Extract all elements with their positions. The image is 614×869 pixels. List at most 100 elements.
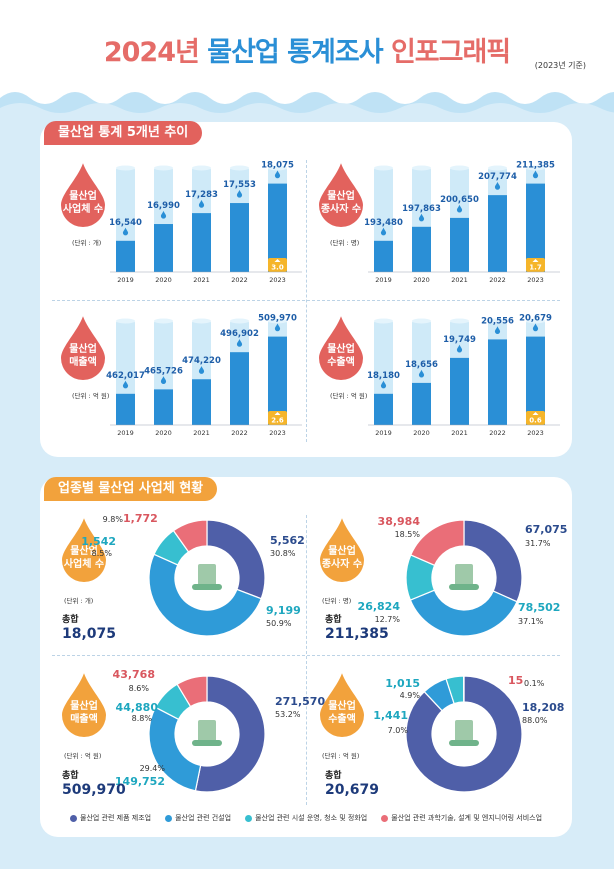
page-title: 2024년 물산업 통계조사 인포그래픽 [0,30,614,69]
emp_pie-slice-pct: 12.7% [375,615,401,624]
emp_pie-slice [463,519,523,603]
emp-drop-icon-shape [319,163,363,227]
biz-value-label: 17,283 [185,190,218,200]
export-bar-top [450,318,469,324]
sales-value-label: 509,970 [258,314,297,324]
export-value-label: 20,556 [481,316,514,326]
emp-x-tick: 2022 [489,276,506,284]
biz-bar [192,213,211,272]
biz_pie-unit: (단위 : 개) [64,596,93,605]
emp-drop-icon-text: 종사자 수 [321,202,361,215]
sales-value-label: 462,017 [106,371,145,381]
biz_pie-drop-icon-text: 사업체 수 [64,557,104,570]
sales-value-label: 496,902 [220,329,259,339]
legend-item-construction: 물산업 관련 건설업 [165,813,231,823]
emp_pie-slice-pct: 18.5% [395,530,421,539]
sales-drop-icon-text: 매출액 [69,355,97,368]
export-bar-top [526,318,545,324]
emp-value-label: 211,385 [516,161,555,171]
sales-x-tick: 2019 [117,429,134,437]
export_pie-slice-value: 15 [508,674,523,687]
export-growth-value: 0.6 [529,417,542,425]
export-x-tick: 2020 [413,429,430,437]
emp-value-label: 193,480 [364,218,403,228]
export-bar-drop [494,326,501,335]
industry-divider-h [52,655,560,656]
biz_pie-illustration-shape [198,564,216,588]
export_pie-slice-pct: 4.9% [400,691,421,700]
export_pie-drop-icon-text: 수출액 [328,712,356,725]
biz-bar-top [230,165,249,171]
sales-x-tick: 2020 [155,429,172,437]
sales-total-label: 총합 [62,771,79,781]
export-growth-arrow [532,412,539,415]
biz_pie-slice-value: 1,542 [81,535,116,548]
industry-divider-v [306,515,307,805]
biz-bar-drop [198,199,205,208]
biz-total-value: 18,075 [62,626,117,642]
emp-bar-drop [456,204,463,213]
emp-bar [526,183,545,272]
sales-bar-top [154,318,173,324]
emp-bar-top [488,165,507,171]
emp-value-label: 207,774 [478,172,517,182]
biz-bar-top [154,165,173,171]
emp-growth-arrow [532,259,539,262]
sales-bar [230,352,249,425]
emp-total-label: 총합 [325,615,342,625]
export_pie-slice-value: 18,208 [522,701,564,714]
basis-year: (2023년 기준) [534,61,586,70]
sales-bar-drop [122,380,129,389]
export_pie-slice-value: 1,015 [385,677,420,690]
biz-growth-badge [268,258,287,272]
emp_pie-drop-icon-text: 종사자 수 [322,557,362,570]
biz-value-label: 17,553 [223,180,256,190]
sales-drop-icon-text: 물산업 [69,342,97,355]
emp_pie-slice-value: 38,984 [378,515,421,528]
export-bar-drop [418,369,425,378]
biz_pie-slice-value: 9,199 [266,604,301,617]
biz-x-tick: 2022 [231,276,248,284]
title-area [0,0,614,110]
export-bar-top [374,318,393,324]
emp-bar [488,195,507,272]
emp_pie-slice [409,589,518,637]
emp_pie-illustration-base [449,584,479,590]
emp-bar-top [526,165,545,171]
sales-bar-top [268,318,287,324]
biz_pie-slice-pct: 8.5% [92,549,113,558]
emp-bar-drop [380,227,387,236]
sales_pie-illustration-base [192,740,222,746]
emp-bar [450,217,469,272]
emp_pie-slice-pct: 31.7% [525,539,551,548]
emp_pie-slice-value: 26,824 [358,600,401,613]
export-bar [488,339,507,425]
legend: 물산업 관련 제품 제조업 물산업 관련 건설업 물산업 관련 시설 운영, 청… [70,813,550,823]
export_pie-slice-value: 1,441 [373,709,408,722]
emp_pie-illustration-shape [455,564,473,588]
biz-drop-icon-text: 물산업 [69,189,97,202]
export_pie-slice [405,675,523,793]
biz-total-label: 총합 [62,615,79,625]
sales_pie-drop-icon-text: 물산업 [70,699,98,712]
sales_pie-slice-pct: 53.2% [275,710,301,719]
export-bar-top [488,318,507,324]
export-unit: (단위 : 억 원) [330,391,367,400]
sales-growth-badge [268,411,287,425]
biz_pie-slice [172,519,208,553]
biz-drop-icon-text: 사업체 수 [63,202,103,215]
sales-bar-top [230,318,249,324]
export_pie-illustration-shape [455,720,473,744]
export-x-tick: 2023 [527,429,544,437]
biz-bar-top [268,165,287,171]
biz_pie-slice-pct: 30.8% [270,549,296,558]
sales_pie-slice-value: 271,570 [275,695,325,708]
emp-x-tick: 2019 [375,276,392,284]
emp-value-label: 200,650 [440,195,479,205]
biz_pie-drop-icon-text: 물산업 [70,544,98,557]
title-suffix: 인포그래픽 [390,37,511,68]
